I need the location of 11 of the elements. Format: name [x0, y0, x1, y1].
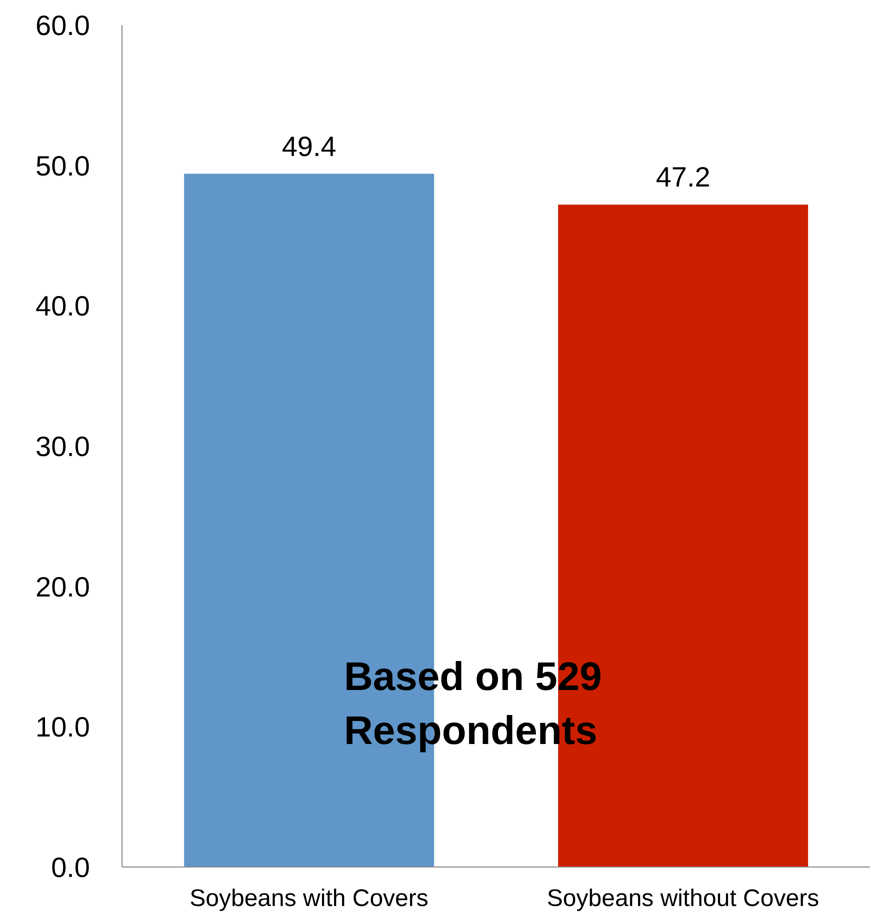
y-tick-label: 0.0 — [51, 852, 90, 883]
y-tick-label: 10.0 — [36, 712, 90, 743]
y-tick-label: 40.0 — [36, 290, 90, 322]
y-tick-label: 50.0 — [36, 150, 90, 182]
x-tick-label: Soybeans with Covers — [190, 885, 428, 912]
y-tick-label: 60.0 — [36, 10, 90, 41]
y-tick-label: 20.0 — [36, 571, 90, 602]
data-label: 49.4 — [282, 130, 336, 162]
data-label: 47.2 — [656, 162, 710, 193]
y-tick-label: 30.0 — [36, 430, 90, 462]
x-tick-label: Soybeans without Covers — [546, 885, 820, 912]
